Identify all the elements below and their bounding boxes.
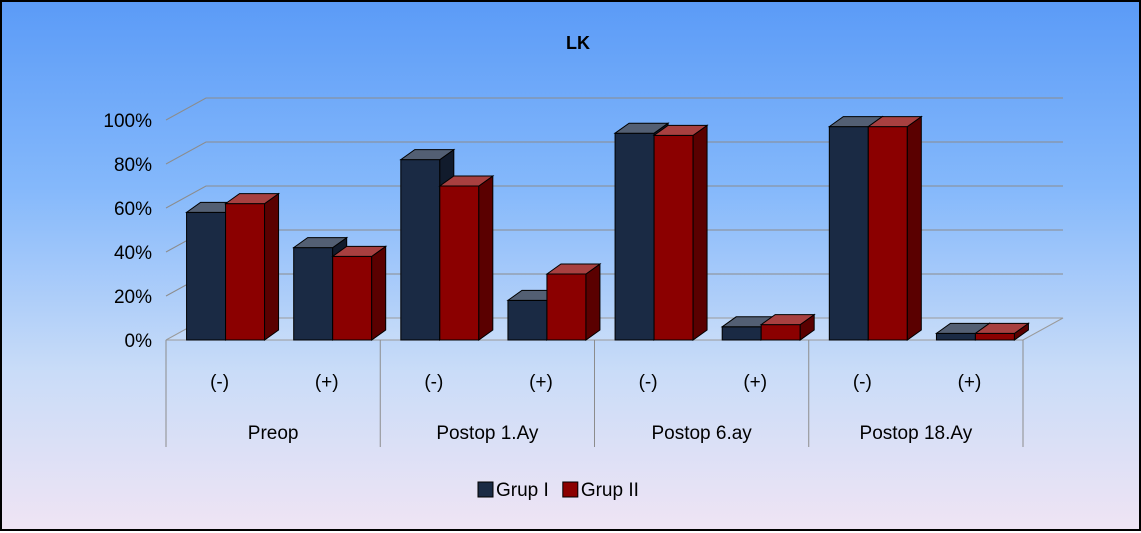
bar: [866, 115, 923, 341]
bar-top: [613, 122, 670, 134]
x-subcategory-label: (+): [958, 372, 982, 393]
y-tick-label: 80%: [114, 155, 152, 176]
legend-item: Grup I: [477, 480, 549, 501]
bar-top: [438, 175, 495, 187]
bar-front: [400, 159, 441, 341]
x-subcategory-label: (-): [210, 372, 229, 393]
legend-label: Grup I: [496, 480, 549, 501]
bar-front: [721, 326, 762, 341]
bar-front: [828, 126, 869, 341]
bar-top: [759, 314, 816, 326]
bar-front: [507, 299, 548, 341]
bar-side: [906, 115, 922, 341]
bar-front: [293, 247, 334, 341]
bar-front: [614, 132, 655, 341]
x-group-label: Preop: [248, 423, 299, 444]
gridline: [165, 97, 1063, 121]
bar-front: [546, 273, 587, 341]
y-tick-label: 40%: [114, 243, 152, 264]
bar-front: [653, 134, 694, 341]
legend-label: Grup II: [581, 480, 639, 501]
bar-front: [935, 332, 976, 341]
bar-top: [866, 116, 923, 128]
y-tick-label: 20%: [114, 287, 152, 308]
bar-top: [399, 149, 456, 161]
bar-side: [478, 175, 494, 341]
legend: Grup I Grup II: [477, 480, 639, 501]
x-group-label: Postop 18.Ay: [860, 423, 973, 444]
bar: [224, 192, 281, 341]
x-subcategory-label: (+): [743, 372, 767, 393]
bar-top: [545, 263, 602, 275]
chart-title: LK: [566, 33, 590, 53]
legend-item: Grup II: [562, 480, 639, 501]
bar: [973, 322, 1030, 341]
bar-top: [973, 322, 1030, 334]
legend-swatch: [477, 481, 494, 498]
bar-side: [371, 245, 387, 341]
bar-top: [224, 193, 281, 205]
bar-front: [225, 203, 266, 341]
y-tick-label: 0%: [125, 331, 153, 352]
bars: [185, 115, 1030, 341]
y-axis-tick-labels: 0% 20% 40% 60% 80% 100%: [103, 111, 152, 352]
legend-swatch: [562, 481, 579, 498]
gridline: [165, 185, 1063, 209]
bar-front: [760, 324, 801, 341]
bar: [545, 263, 602, 341]
bar-side: [264, 192, 280, 341]
bar: [652, 124, 709, 341]
x-subcategory-label: (-): [853, 372, 872, 393]
bar: [438, 175, 495, 341]
bar-top: [331, 245, 388, 257]
gridline: [165, 141, 1063, 165]
x-subcategory-label: (+): [315, 372, 339, 393]
bar: [759, 313, 816, 341]
x-group-label: Postop 6.ay: [651, 423, 752, 444]
bar-front: [867, 126, 908, 341]
bar-front: [186, 211, 227, 341]
x-subcategory-label: (-): [424, 372, 443, 393]
bar-top: [652, 124, 709, 136]
x-group-label: Postop 1.Ay: [436, 423, 539, 444]
bar-front: [974, 332, 1015, 341]
bar-side: [692, 124, 708, 341]
x-axis: Preop Postop 1.Ay Postop 6.ay Postop 18.Ay (…: [165, 340, 1024, 447]
x-subcategory-label: (-): [639, 372, 658, 393]
y-tick-label: 100%: [103, 111, 152, 132]
bar-front: [439, 185, 480, 341]
bar-front: [332, 255, 373, 341]
bar-top: [292, 237, 349, 249]
bar: [331, 245, 388, 341]
x-subcategory-label: (+): [529, 372, 553, 393]
y-tick-label: 60%: [114, 199, 152, 220]
bar-side: [585, 263, 601, 341]
